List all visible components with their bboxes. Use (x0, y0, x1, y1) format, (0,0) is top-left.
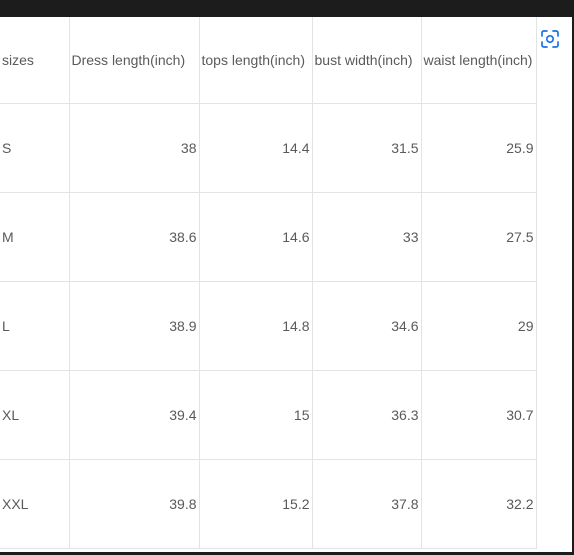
dress-length-cell: 38.9 (69, 281, 200, 371)
visual-search-icon (541, 30, 559, 48)
waist-length-cell: 27.5 (421, 192, 537, 282)
table-row: L 38.9 14.8 34.6 29 (0, 281, 537, 371)
dress-length-cell: 39.8 (69, 459, 200, 549)
size-chart-table: sizes Dress length(inch) tops length(inc… (0, 17, 537, 549)
waist-length-cell: 29 (421, 281, 537, 371)
bust-width-cell: 33 (312, 192, 422, 282)
table-row: XXL 39.8 15.2 37.8 32.2 (0, 459, 537, 549)
table-row: S 38 14.4 31.5 25.9 (0, 103, 537, 193)
table-row: M 38.6 14.6 33 27.5 (0, 192, 537, 282)
header-row: sizes Dress length(inch) tops length(inc… (0, 17, 537, 104)
tops-length-cell: 15 (199, 370, 313, 460)
bust-width-cell: 37.8 (312, 459, 422, 549)
bust-width-cell: 31.5 (312, 103, 422, 193)
dress-length-cell: 38 (69, 103, 200, 193)
size-label: XXL (0, 459, 70, 549)
header-tops-length: tops length(inch) (199, 17, 313, 104)
dress-length-cell: 38.6 (69, 192, 200, 282)
header-bust-width: bust width(inch) (312, 17, 422, 104)
size-label: XL (0, 370, 70, 460)
header-waist-length: waist length(inch) (421, 17, 537, 104)
visual-search-button[interactable] (540, 29, 560, 49)
tops-length-cell: 15.2 (199, 459, 313, 549)
size-chart-image: sizes Dress length(inch) tops length(inc… (0, 17, 572, 552)
header-sizes: sizes (0, 17, 70, 104)
size-label: S (0, 103, 70, 193)
tops-length-cell: 14.8 (199, 281, 313, 371)
dress-length-cell: 39.4 (69, 370, 200, 460)
table-row: XL 39.4 15 36.3 30.7 (0, 370, 537, 460)
waist-length-cell: 30.7 (421, 370, 537, 460)
tops-length-cell: 14.6 (199, 192, 313, 282)
waist-length-cell: 32.2 (421, 459, 537, 549)
header-dress-length: Dress length(inch) (69, 17, 200, 104)
bust-width-cell: 34.6 (312, 281, 422, 371)
tops-length-cell: 14.4 (199, 103, 313, 193)
size-label: M (0, 192, 70, 282)
waist-length-cell: 25.9 (421, 103, 537, 193)
size-label: L (0, 281, 70, 371)
bust-width-cell: 36.3 (312, 370, 422, 460)
